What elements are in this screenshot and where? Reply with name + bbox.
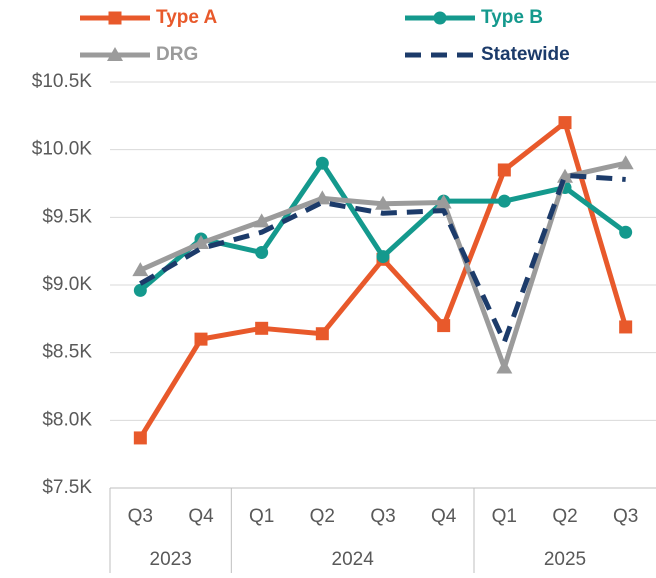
x-tick-label: Q1 [492,506,517,527]
legend-marker [433,11,447,25]
data-point [617,155,634,170]
x-tick-label: Q1 [249,506,274,527]
y-tick-label: $8.0K [42,409,92,430]
x-tick-label: Q4 [431,506,457,527]
legend-marker [107,47,123,61]
data-point [253,213,270,228]
series-line [138,120,629,440]
x-group-label: 2025 [544,549,586,570]
x-tick-label: Q2 [552,506,577,527]
data-point [496,359,513,374]
data-point [435,194,452,209]
data-point [132,262,149,277]
legend-marker [108,11,122,25]
data-point [255,246,269,260]
series-line [139,172,626,345]
y-tick-label: $10.0K [32,139,93,160]
x-tick-label: Q2 [310,506,335,527]
y-tick-label: $9.0K [42,274,92,295]
data-point [375,195,391,210]
legend-label: Statewide [481,44,570,65]
y-tick-label: $8.5K [42,342,92,363]
data-point [558,116,572,130]
data-point [133,431,147,445]
data-point [437,319,451,333]
data-point [376,250,390,264]
data-point [315,156,329,170]
data-point [133,283,147,297]
legend-label: DRG [156,44,198,65]
x-tick-label: Q3 [613,506,638,527]
data-point [497,163,511,177]
y-tick-label: $10.5K [32,71,93,92]
x-group-label: 2023 [150,549,192,570]
x-tick-label: Q4 [188,506,214,527]
legend-label: Type A [156,7,218,28]
x-group-label: 2024 [332,549,375,570]
data-point [194,332,208,346]
y-tick-label: $9.5K [42,206,92,227]
data-point [315,327,329,341]
data-point [619,225,633,239]
x-tick-label: Q3 [128,506,153,527]
data-point [314,190,331,205]
x-tick-label: Q3 [370,506,395,527]
y-tick-label: $7.5K [42,477,92,498]
data-point [255,321,269,335]
legend-label: Type B [481,7,543,28]
data-point [193,235,209,250]
data-point [497,194,511,208]
series-line [138,160,628,293]
data-point [619,320,633,334]
